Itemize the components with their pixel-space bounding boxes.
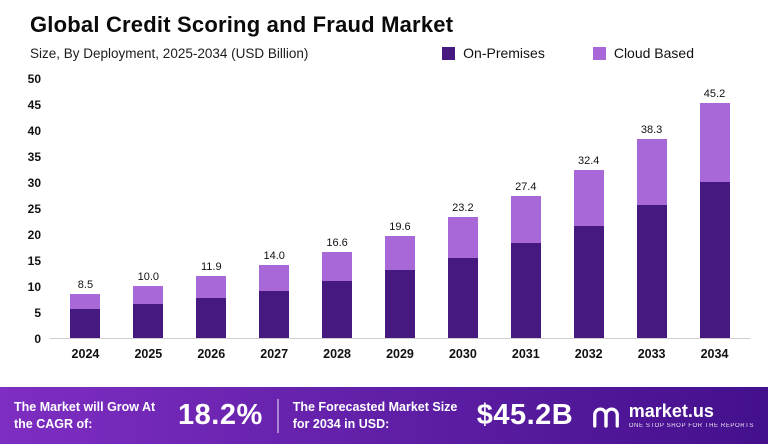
forecast-value: $45.2B bbox=[476, 399, 574, 431]
bar-segment-on-premises bbox=[196, 298, 227, 338]
plot-wrap: 8.5 10.0 11.9 14.0 16.6 19.6 23.2 27.4 32.4 38.3 4… bbox=[50, 79, 750, 361]
y-tick-label: 35 bbox=[27, 150, 41, 164]
legend-swatch-cloud-based bbox=[592, 46, 606, 60]
bar-total-label: 32.4 bbox=[577, 154, 600, 167]
x-axis-label: 2025 bbox=[134, 347, 163, 361]
legend-item-on-premises: On-Premises bbox=[442, 45, 545, 61]
cagr-value: 18.2% bbox=[178, 399, 263, 431]
x-axis-label: 2027 bbox=[260, 347, 289, 361]
bar-group: 11.9 bbox=[180, 79, 243, 338]
y-tick-label: 0 bbox=[34, 332, 41, 346]
bar-segment-on-premises bbox=[384, 270, 415, 338]
bar-total-label: 38.3 bbox=[640, 123, 663, 136]
bar-segment-on-premises bbox=[259, 291, 290, 338]
logo-text: market.us bbox=[628, 401, 714, 422]
bar-segment-cloud-based bbox=[636, 138, 667, 205]
y-tick-label: 45 bbox=[27, 98, 41, 112]
y-tick-label: 5 bbox=[34, 306, 41, 320]
legend-label-on-premises: On-Premises bbox=[463, 45, 545, 61]
bar-total-label: 27.4 bbox=[515, 180, 537, 193]
bar-total-label: 19.6 bbox=[389, 221, 411, 234]
legend-swatch-on-premises bbox=[442, 46, 456, 60]
bar-group: 27.4 bbox=[494, 79, 557, 338]
bar-group: 8.5 bbox=[54, 79, 117, 338]
bar-segment-cloud-based bbox=[699, 102, 730, 182]
x-axis-label: 2029 bbox=[386, 347, 414, 361]
subtitle-row: Size, By Deployment, 2025-2034 (USD Bill… bbox=[30, 45, 694, 61]
stacked-bar-chart: 0 5 10 15 20 25 30 35 40 45 50 8.5 10.0 11.9 14.0 16.6… bbox=[14, 73, 750, 361]
chart-header: Global Credit Scoring and Fraud Market S… bbox=[0, 0, 768, 61]
bar-total-label: 10.0 bbox=[137, 271, 160, 284]
bar-group: 14.0 bbox=[243, 79, 306, 338]
bar-segment-on-premises bbox=[447, 258, 478, 338]
y-tick-label: 40 bbox=[27, 124, 41, 138]
y-tick-label: 15 bbox=[27, 254, 41, 268]
y-tick-label: 25 bbox=[27, 202, 41, 216]
market-us-logo-icon bbox=[592, 407, 619, 428]
logo-tagline: ONE STOP SHOP FOR THE REPORTS bbox=[628, 422, 754, 429]
cagr-label: The Market will Grow At the CAGR of: bbox=[14, 400, 156, 431]
legend-item-cloud-based: Cloud Based bbox=[592, 45, 694, 61]
bar-total-label: 14.0 bbox=[263, 250, 285, 263]
x-axis-label: 2032 bbox=[574, 347, 603, 361]
x-axis-label: 2028 bbox=[323, 347, 351, 361]
bar-segment-on-premises bbox=[70, 309, 101, 338]
bar-group: 19.6 bbox=[369, 79, 432, 338]
bar-segment-on-premises bbox=[510, 243, 541, 338]
forecast-label: The Forecasted Market Size for 2034 in U… bbox=[292, 400, 458, 431]
bar-total-label: 23.2 bbox=[452, 202, 474, 215]
y-tick-label: 20 bbox=[27, 228, 41, 242]
bar-segment-cloud-based bbox=[133, 286, 164, 305]
bar-segment-cloud-based bbox=[447, 217, 478, 259]
bar-segment-on-premises bbox=[636, 204, 667, 338]
x-axis-label: 2024 bbox=[71, 347, 100, 361]
bar-group: 32.4 bbox=[557, 79, 620, 338]
bar-group: 23.2 bbox=[431, 79, 494, 338]
x-axis-label: 2033 bbox=[637, 347, 666, 361]
bar-total-label: 11.9 bbox=[200, 261, 222, 274]
bar-segment-on-premises bbox=[322, 281, 353, 338]
y-tick-label: 30 bbox=[27, 176, 41, 190]
chart-subtitle: Size, By Deployment, 2025-2034 (USD Bill… bbox=[30, 45, 309, 61]
bar-segment-on-premises bbox=[699, 182, 730, 338]
bar-segment-cloud-based bbox=[322, 251, 353, 282]
plot-area: 8.5 10.0 11.9 14.0 16.6 19.6 23.2 27.4 32.4 38.3 4… bbox=[50, 79, 750, 339]
y-tick-label: 10 bbox=[27, 280, 41, 294]
x-axis-label: 2030 bbox=[448, 347, 477, 361]
market-us-logo: market.us ONE STOP SHOP FOR THE REPORTS bbox=[591, 401, 754, 431]
legend: On-Premises Cloud Based bbox=[442, 45, 694, 61]
bar-group: 45.2 bbox=[683, 79, 746, 338]
bar-segment-on-premises bbox=[133, 304, 164, 338]
y-tick-label: 50 bbox=[27, 72, 41, 86]
footer-divider bbox=[276, 398, 279, 433]
bar-group: 16.6 bbox=[306, 79, 369, 338]
y-axis: 0 5 10 15 20 25 30 35 40 45 50 bbox=[14, 73, 50, 345]
bar-segment-cloud-based bbox=[510, 195, 541, 244]
footer-banner: The Market will Grow At the CAGR of: 18.… bbox=[0, 387, 768, 444]
bar-total-label: 45.2 bbox=[703, 87, 726, 100]
bar-group: 38.3 bbox=[620, 79, 683, 338]
bar-segment-cloud-based bbox=[196, 276, 227, 299]
x-axis-label: 2031 bbox=[511, 347, 540, 361]
bar-segment-cloud-based bbox=[384, 236, 415, 271]
x-axis-label: 2034 bbox=[700, 347, 729, 361]
legend-label-cloud-based: Cloud Based bbox=[613, 45, 694, 61]
x-axis-label: 2026 bbox=[197, 347, 226, 361]
bar-group: 10.0 bbox=[117, 79, 180, 338]
bar-total-label: 8.5 bbox=[77, 278, 94, 291]
bar-segment-cloud-based bbox=[259, 265, 290, 292]
bar-segment-on-premises bbox=[573, 226, 604, 338]
bar-total-label: 16.6 bbox=[326, 236, 348, 249]
chart-title: Global Credit Scoring and Fraud Market bbox=[30, 12, 454, 37]
x-axis: 2024 2025 2026 2027 2028 2029 2030 2031 2032 2033… bbox=[50, 347, 750, 361]
bar-segment-cloud-based bbox=[573, 169, 604, 227]
bar-segment-cloud-based bbox=[70, 293, 101, 310]
market-us-logo-textblock: market.us ONE STOP SHOP FOR THE REPORTS bbox=[629, 402, 754, 429]
